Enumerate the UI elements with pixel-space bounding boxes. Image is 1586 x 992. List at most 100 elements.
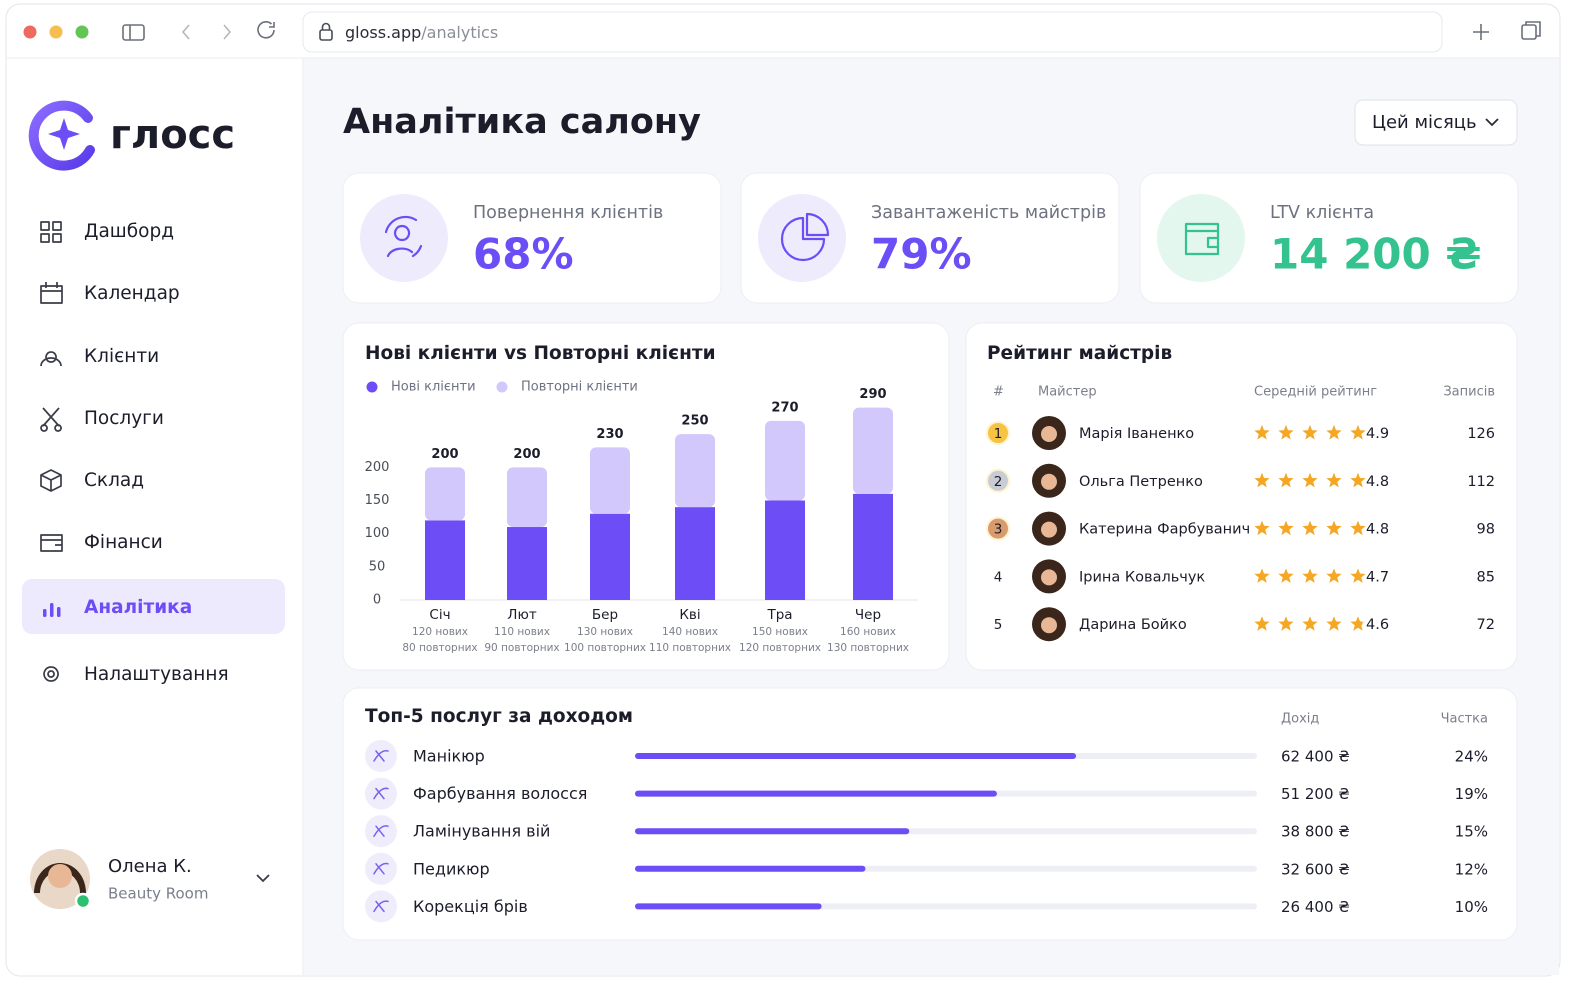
- rank: 1: [994, 426, 1003, 442]
- back-button[interactable]: [181, 24, 190, 40]
- nav-item[interactable]: Клієнти: [40, 346, 159, 367]
- kpi-icon-background: [1157, 194, 1245, 282]
- star-filled: [1254, 425, 1270, 440]
- nav-label: Календар: [84, 283, 180, 304]
- y-tick-label: 0: [373, 593, 381, 608]
- nav-item[interactable]: Дашборд: [40, 221, 174, 243]
- nav-item[interactable]: Налаштування: [43, 664, 229, 685]
- period-dropdown[interactable]: [1354, 99, 1518, 146]
- star-filled: [1350, 616, 1363, 631]
- toolbar-icons: [122, 19, 1541, 42]
- lock-icon: [319, 22, 333, 41]
- user-name: Олена К.: [108, 856, 192, 877]
- bar-segment: [853, 407, 893, 494]
- bar-segment: [675, 434, 715, 508]
- kpi-icon: [384, 215, 423, 258]
- window-close[interactable]: [23, 25, 37, 39]
- bookings-count: 98: [1477, 522, 1495, 538]
- kpi-icon-background: [360, 194, 448, 282]
- rating-value: 4.6: [1366, 617, 1389, 633]
- star-filled: [1350, 472, 1366, 488]
- kpi-card: [1139, 172, 1519, 304]
- nav-item[interactable]: Аналітика: [22, 579, 285, 634]
- bar-sub-label: 130 повторних: [827, 642, 909, 654]
- service-name: Фарбування волосся: [413, 784, 587, 803]
- share-label: 10%: [1455, 898, 1488, 916]
- nav-label: Налаштування: [84, 664, 229, 685]
- bar-segment: [507, 467, 547, 528]
- kpi-value: 68%: [473, 230, 574, 279]
- user-avatar-hair: [34, 863, 86, 893]
- rank: 3: [994, 522, 1003, 538]
- legend-label: Повторні клієнти: [521, 380, 638, 395]
- rank-medal: [986, 516, 1010, 541]
- star-filled: [1278, 616, 1294, 631]
- tabs-button[interactable]: [1521, 24, 1537, 40]
- service-icon: [373, 825, 389, 837]
- bookings-count: 85: [1477, 569, 1495, 585]
- star-filled: [1278, 472, 1294, 488]
- kpi-icon: [780, 212, 830, 262]
- rank: 5: [994, 617, 1003, 633]
- revenue-label: 38 800 ₴: [1281, 823, 1350, 841]
- rating-value: 4.8: [1366, 522, 1389, 538]
- nav-icon: [40, 221, 62, 243]
- x-tick-label: Кві: [679, 607, 700, 623]
- star-filled: [1350, 568, 1365, 583]
- nav-item[interactable]: Склад: [40, 469, 144, 492]
- bar-segment: [590, 513, 630, 600]
- x-tick-label: Лют: [507, 607, 537, 623]
- window-zoom[interactable]: [75, 25, 89, 39]
- bookings-count: 126: [1467, 426, 1495, 442]
- rank-medal: [986, 421, 1010, 445]
- y-tick-label: 100: [365, 526, 390, 541]
- rating-stars: [1254, 520, 1366, 536]
- reload-button[interactable]: [257, 21, 275, 39]
- service-name: Манікюр: [413, 747, 485, 766]
- nav-icon: [43, 666, 59, 682]
- master-avatar-face: [1041, 426, 1057, 442]
- service-icon-background: [365, 815, 397, 848]
- bar-sub-label: 130 нових: [577, 626, 633, 638]
- master-avatar-face: [1041, 617, 1057, 634]
- star-filled: [1326, 520, 1342, 536]
- master-avatar-face: [1041, 521, 1057, 538]
- forward-button[interactable]: [223, 24, 232, 40]
- ratings-column-header: Середній рейтинг: [1254, 385, 1377, 400]
- ratings-column-header: Записів: [1443, 385, 1495, 400]
- bar-sub-label: 120 повторних: [739, 642, 821, 654]
- star-filled: [1278, 425, 1294, 440]
- bar-segment: [765, 500, 805, 600]
- x-tick-label: Чер: [855, 607, 881, 623]
- brand-name: глосс: [110, 112, 235, 158]
- kpi-card: [342, 172, 722, 304]
- nav-icon: [50, 603, 54, 617]
- nav-icon: [40, 534, 63, 552]
- kpi-label: LTV клієнта: [1270, 203, 1374, 223]
- sidebar-toggle[interactable]: [122, 24, 145, 41]
- nav-item[interactable]: Фінанси: [40, 532, 163, 553]
- bar-segment: [675, 507, 715, 600]
- bar-total-label: 290: [859, 387, 886, 402]
- nav-item[interactable]: Календар: [40, 282, 180, 304]
- nav-item[interactable]: Послуги: [40, 407, 164, 432]
- star-filled: [1254, 520, 1270, 536]
- master-avatar-face: [1041, 473, 1057, 490]
- master-name: Марія Іваненко: [1079, 426, 1194, 442]
- revenue-bar: [635, 753, 1077, 759]
- nav-icon: [40, 469, 62, 492]
- share-label: 19%: [1455, 785, 1488, 803]
- bar-sub-label: 100 повторних: [564, 642, 646, 654]
- star-filled: [1326, 568, 1342, 583]
- service-icon: [373, 900, 389, 913]
- url-host: gloss.app: [345, 23, 421, 42]
- rating-stars: [1254, 616, 1366, 631]
- address-bar[interactable]: [302, 11, 1443, 53]
- star-filled: [1326, 425, 1342, 440]
- new-tab-button[interactable]: [1473, 24, 1489, 40]
- bar-sub-label: 110 нових: [494, 626, 550, 638]
- rating-stars: [1254, 472, 1366, 488]
- window-minimize[interactable]: [49, 25, 63, 39]
- user-menu-chevron[interactable]: [256, 874, 270, 883]
